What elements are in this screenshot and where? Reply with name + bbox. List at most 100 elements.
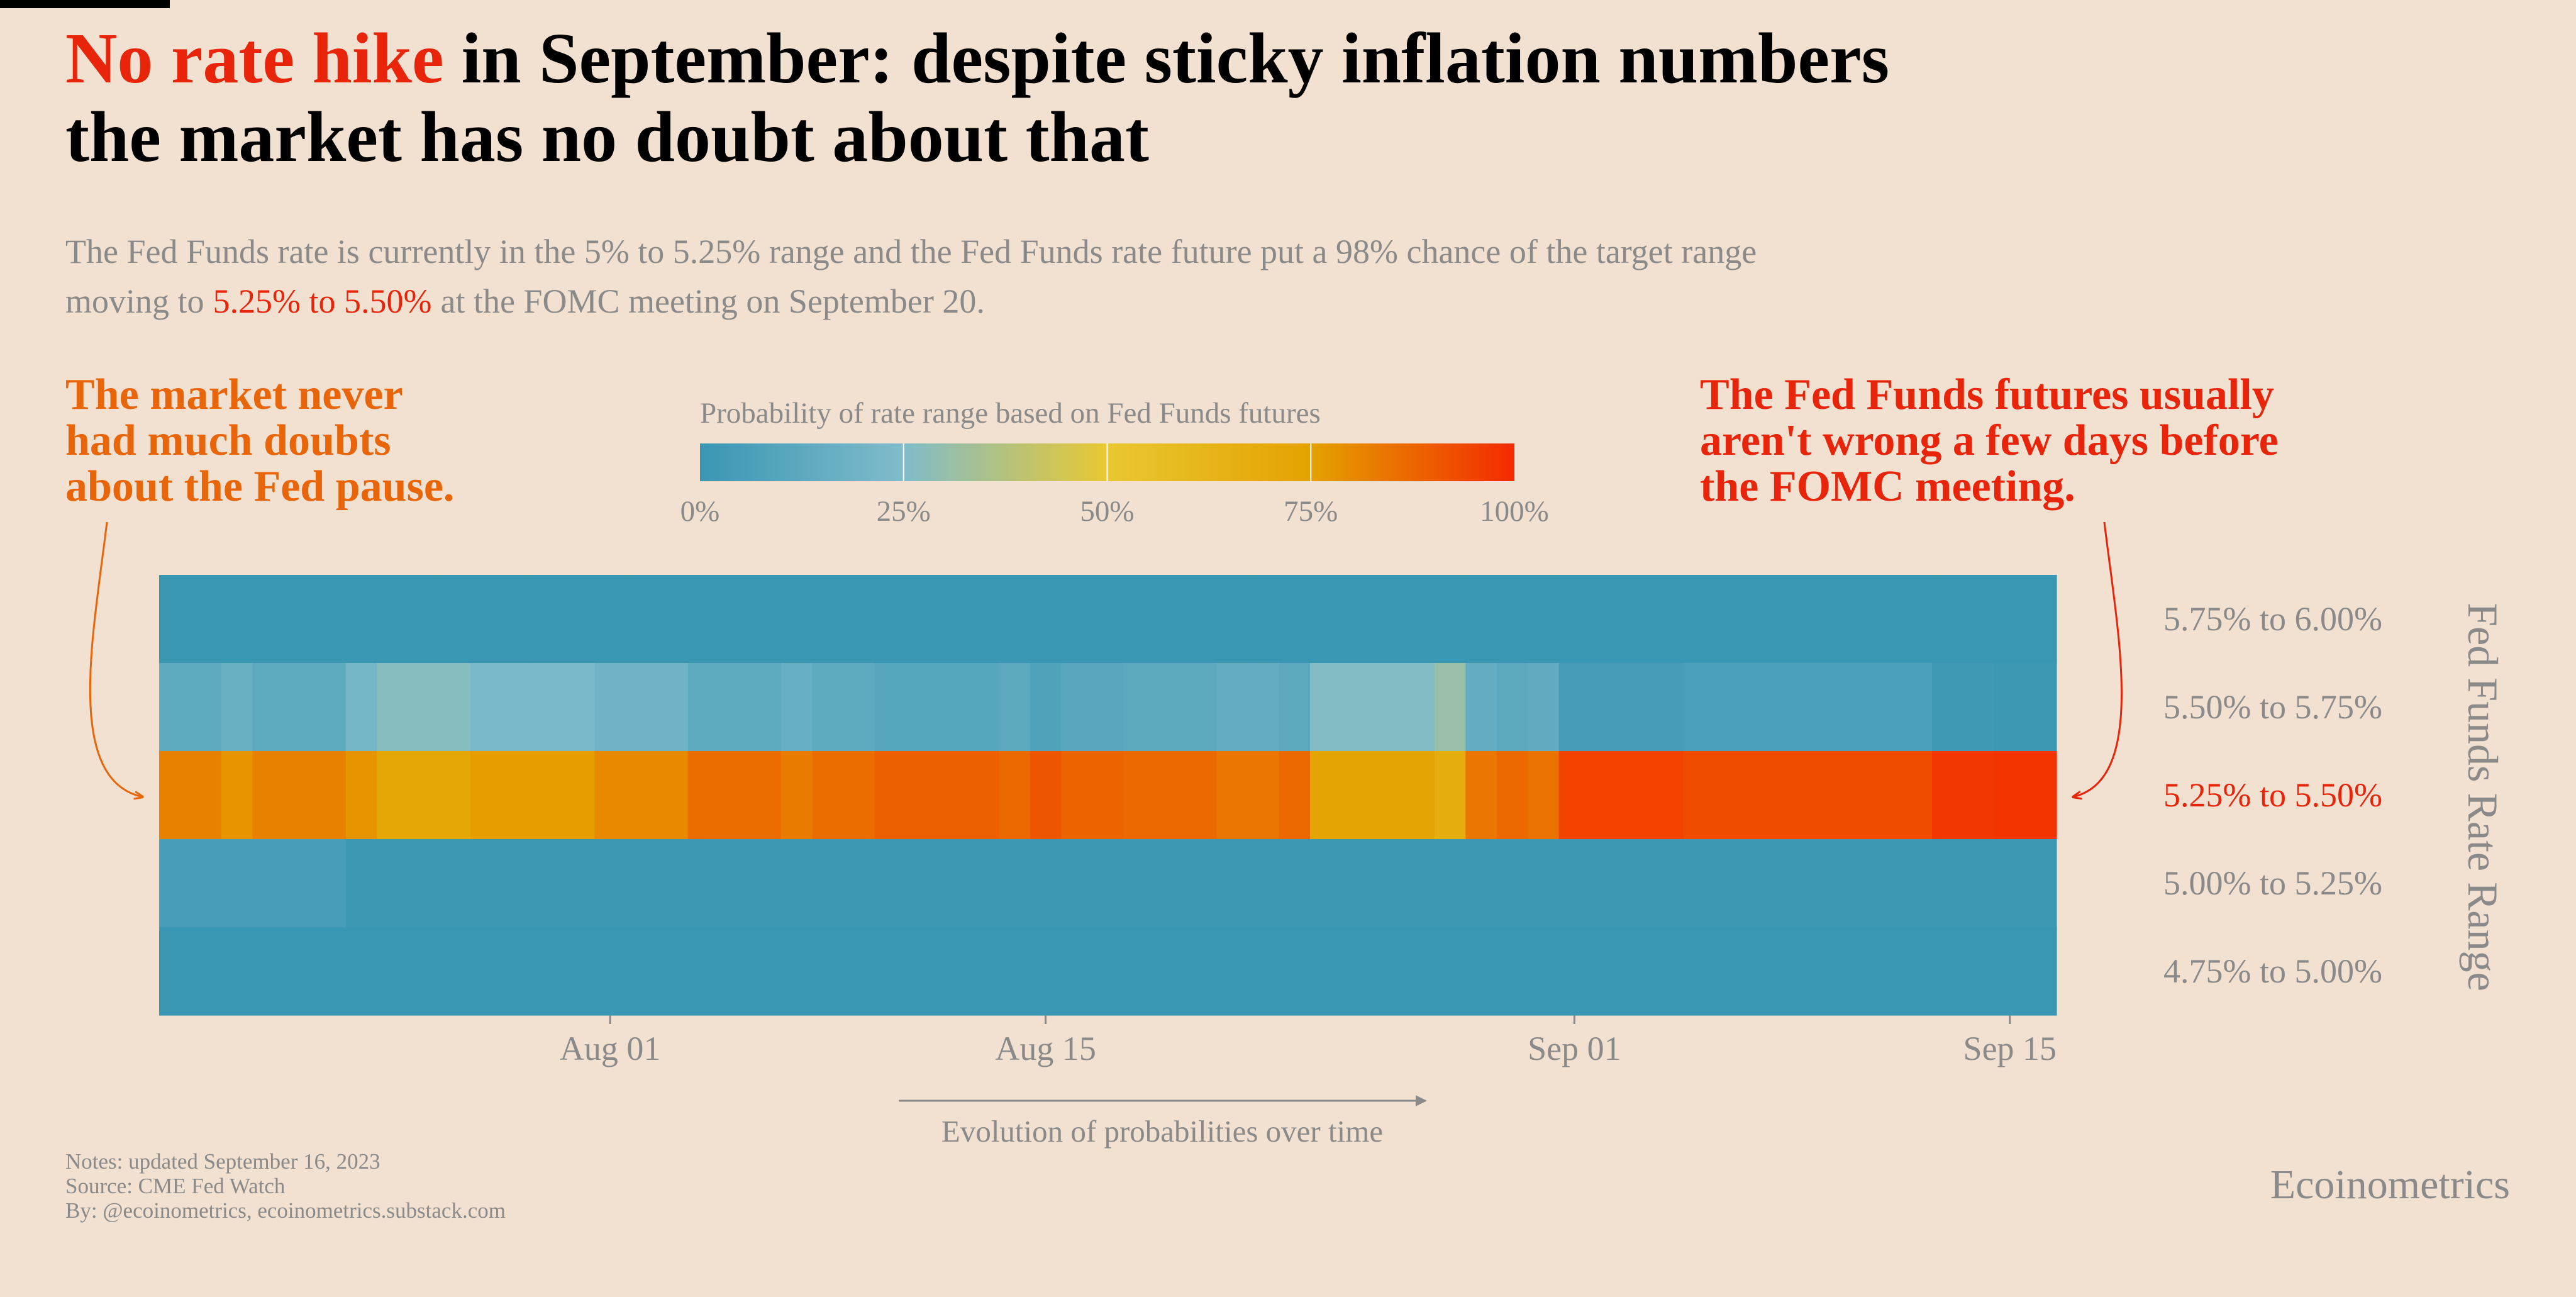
heat-cell: [1963, 927, 1995, 1016]
heat-cell: [1963, 575, 1995, 664]
heat-cell: [283, 575, 315, 664]
heat-cell: [439, 575, 471, 664]
heat-cell: [936, 839, 969, 928]
heat-cell: [501, 575, 533, 664]
y-tick-label: 5.25% to 5.50%: [2163, 776, 2382, 814]
heat-cell: [1465, 751, 1497, 840]
heat-cell: [1123, 927, 1155, 1016]
heat-cell: [1341, 839, 1373, 928]
heat-cell: [843, 927, 875, 1016]
heat-cell: [1216, 927, 1248, 1016]
heat-cell: [1994, 927, 2026, 1016]
heat-cell: [1870, 927, 1902, 1016]
heat-cell: [719, 839, 751, 928]
heat-cell: [967, 575, 999, 664]
heatmap: [159, 575, 2057, 1016]
heat-cell: [1403, 927, 1435, 1016]
heat-cell: [1465, 927, 1497, 1016]
heat-cell: [1838, 839, 1870, 928]
heat-cell: [408, 575, 440, 664]
colorbar-tick-label: 0%: [680, 495, 720, 528]
heat-cell: [252, 663, 284, 752]
heat-cell: [1061, 663, 1093, 752]
heat-cell: [999, 663, 1031, 752]
heat-cell: [687, 751, 719, 840]
heat-cell: [1901, 751, 1933, 840]
heat-cell: [314, 663, 347, 752]
heat-cell: [687, 839, 719, 928]
heat-cell: [874, 663, 906, 752]
heat-cell: [1154, 575, 1186, 664]
heat-cell: [1030, 927, 1062, 1016]
heat-cell: [1901, 927, 1933, 1016]
heat-cell: [1434, 575, 1466, 664]
heat-cell: [657, 663, 689, 752]
heat-cell: [1372, 575, 1404, 664]
heat-cell: [1309, 839, 1342, 928]
heat-cell: [657, 927, 689, 1016]
heat-cell: [1807, 927, 1840, 1016]
heat-cell: [1279, 927, 1311, 1016]
heat-cell: [1901, 839, 1933, 928]
colorbar-tick-label: 50%: [1080, 495, 1134, 528]
heat-cell: [377, 575, 409, 664]
heat-cell: [625, 575, 657, 664]
heat-cell: [594, 575, 626, 664]
heat-cell: [345, 575, 377, 664]
heat-cell: [1185, 663, 1218, 752]
heat-cell: [1558, 927, 1591, 1016]
heat-cell: [967, 839, 999, 928]
heat-cell: [1558, 751, 1591, 840]
subtitle-part: moving to: [65, 282, 204, 320]
heat-cell: [1434, 927, 1466, 1016]
heat-cell: [781, 839, 813, 928]
heat-cell: [843, 839, 875, 928]
heat-cell: [1590, 663, 1622, 752]
heat-cell: [1030, 839, 1062, 928]
heat-cell: [1092, 663, 1124, 752]
heat-cell: [1621, 927, 1653, 1016]
heat-cell: [1216, 751, 1248, 840]
heat-cell: [314, 839, 347, 928]
heat-cell: [1621, 839, 1653, 928]
heat-cell: [594, 839, 626, 928]
heat-cell: [470, 751, 502, 840]
heat-cell: [1714, 839, 1746, 928]
heat-cell: [252, 751, 284, 840]
heat-cell: [1932, 927, 1964, 1016]
heat-cell: [1434, 663, 1466, 752]
heat-cell: [439, 839, 471, 928]
heat-cell: [1745, 839, 1777, 928]
heat-cell: [159, 751, 191, 840]
heat-cell: [1870, 663, 1902, 752]
heat-cell: [1216, 839, 1248, 928]
heat-cell: [1558, 663, 1591, 752]
heat-cell: [1932, 751, 1964, 840]
heat-cell: [1279, 663, 1311, 752]
heat-cell: [1403, 839, 1435, 928]
heat-cell: [781, 927, 813, 1016]
heat-cell: [2025, 927, 2057, 1016]
heat-cell: [283, 663, 315, 752]
heat-cell: [1838, 575, 1870, 664]
heat-cell: [874, 751, 906, 840]
heat-cell: [563, 663, 596, 752]
heat-cell: [1745, 663, 1777, 752]
heat-cell: [408, 839, 440, 928]
heat-cell: [1994, 575, 2026, 664]
heat-cell: [439, 751, 471, 840]
heat-cell: [812, 927, 844, 1016]
heat-cell: [874, 575, 906, 664]
heat-cell: [1496, 839, 1528, 928]
heat-cell: [252, 575, 284, 664]
y-tick-label: 5.75% to 6.00%: [2163, 600, 2382, 638]
heat-cell: [1683, 927, 1715, 1016]
annotation-line: about the Fed pause.: [65, 462, 454, 511]
heat-cell: [1776, 751, 1808, 840]
heat-cell: [1279, 839, 1311, 928]
heat-cell: [936, 575, 969, 664]
heat-cell: [1870, 751, 1902, 840]
heat-cell: [750, 927, 782, 1016]
heat-cell: [812, 663, 844, 752]
heat-cell: [1061, 927, 1093, 1016]
